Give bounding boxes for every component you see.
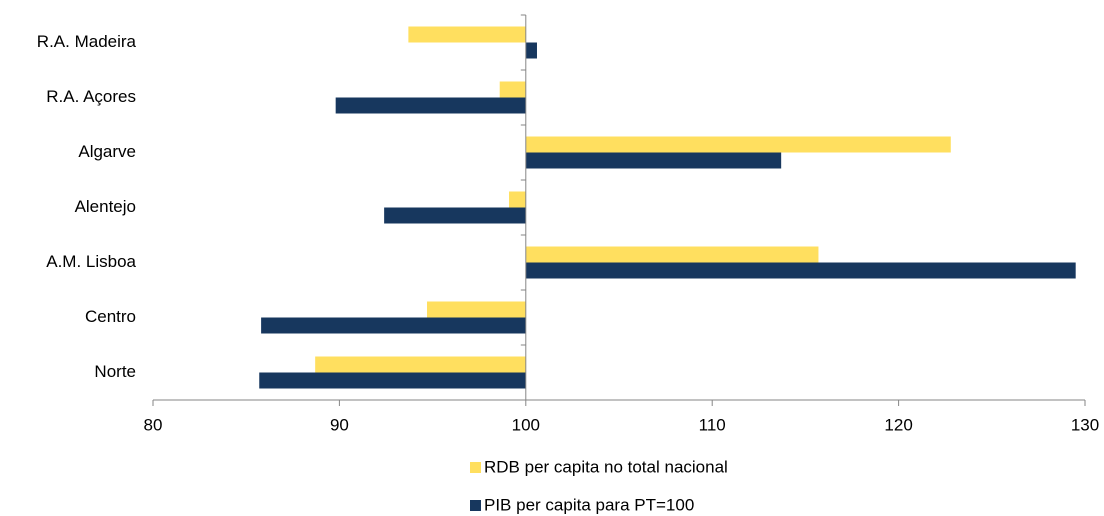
bar <box>525 152 782 169</box>
x-tick-label: 120 <box>884 415 912 434</box>
y-tick-label: Algarve <box>78 142 136 161</box>
y-tick-label: R.A. Madeira <box>37 32 137 51</box>
bar <box>499 81 526 98</box>
y-tick-label: R.A. Açores <box>46 87 136 106</box>
bar <box>525 246 819 263</box>
bar <box>315 356 526 373</box>
bar <box>335 97 526 114</box>
bar <box>261 317 526 334</box>
bar <box>509 191 526 208</box>
bar <box>384 207 526 224</box>
bar <box>408 26 526 43</box>
legend-swatch <box>470 500 481 511</box>
bar <box>427 301 526 318</box>
y-tick-label: A.M. Lisboa <box>46 252 136 271</box>
legend-swatch <box>470 462 481 473</box>
bar <box>525 136 951 153</box>
y-tick-label: Norte <box>94 362 136 381</box>
y-tick-label: Centro <box>85 307 136 326</box>
legend-label: RDB per capita no total nacional <box>484 457 728 476</box>
y-tick-label: Alentejo <box>75 197 136 216</box>
bar <box>259 372 526 389</box>
x-tick-label: 110 <box>699 415 726 434</box>
bar <box>525 262 1076 279</box>
legend-label: PIB per capita para PT=100 <box>484 495 694 514</box>
x-tick-label: 80 <box>144 415 163 434</box>
x-tick-label: 90 <box>330 415 349 434</box>
x-tick-label: 130 <box>1071 415 1099 434</box>
bar <box>525 42 537 59</box>
x-tick-label: 100 <box>512 415 540 434</box>
